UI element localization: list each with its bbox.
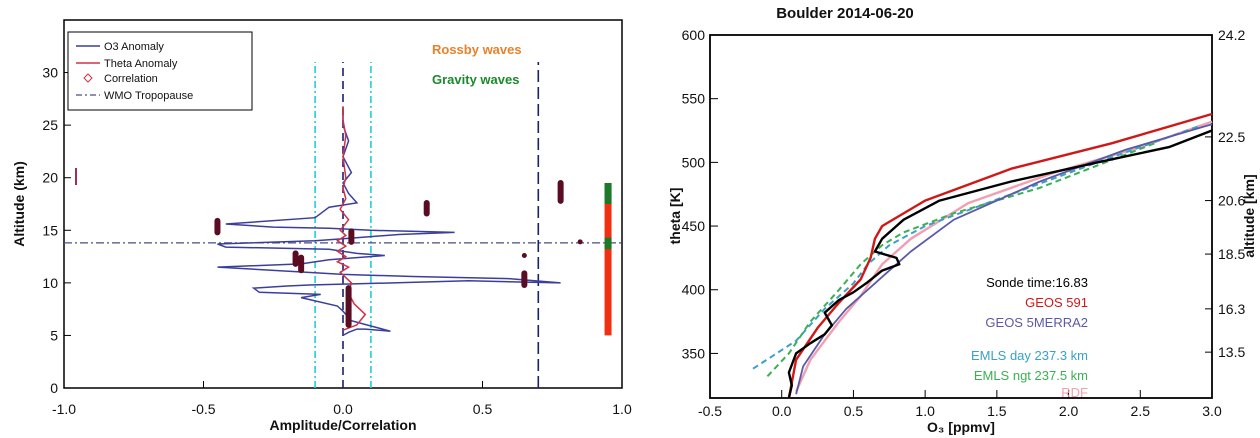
left-correlation-markers <box>214 179 583 328</box>
left-y-tick-label: 5 <box>50 327 58 343</box>
right-x-tick-label: 0.5 <box>844 403 864 419</box>
legend-emls-ngt: EMLS ngt 237.5 km <box>974 368 1088 383</box>
legend-wmo-tropopause: WMO Tropopause <box>104 90 193 102</box>
left-x-tick-label: -0.5 <box>191 401 215 417</box>
right-chart: Boulder 2014-06-20 -0.5 0.0 0.5 1.0 1.5 2.0 2.… <box>667 5 1257 435</box>
legend-theta-anomaly: Theta Anomaly <box>104 58 178 70</box>
right-y2-axis-label: altitude [km] <box>1241 174 1257 257</box>
right-x-tick-label: 2.0 <box>1059 403 1079 419</box>
right-y2-tick-label: 16.3 <box>1218 301 1245 317</box>
right-axis-ticks: -0.5 0.0 0.5 1.0 1.5 2.0 2.5 3.0 350 400 450 500 550… <box>682 27 1246 419</box>
right-y2-tick-label: 24.2 <box>1218 27 1245 43</box>
emls-day-line <box>752 125 1199 370</box>
left-axis-ticks: -1.0 -0.5 0.0 0.5 1.0 0 5 10 15 20 25 30 <box>42 65 632 417</box>
right-x-tick-label: 3.0 <box>1202 403 1222 419</box>
right-series-group <box>752 112 1213 399</box>
right-y-tick-label: 600 <box>682 27 706 43</box>
left-y-tick-label: 20 <box>42 170 58 186</box>
right-legend: Sonde time:16.83 GEOS 591 GEOS 5MERRA2 E… <box>971 275 1088 400</box>
left-x-axis-label: Amplitude/Correlation <box>269 417 416 433</box>
right-y2-tick-label: 22.5 <box>1218 129 1245 145</box>
left-series-group <box>217 106 561 337</box>
sonde-line <box>787 129 1213 399</box>
legend-o3-anomaly: O3 Anomaly <box>104 41 164 53</box>
geos-591-line <box>787 112 1213 399</box>
left-legend: O3 Anomaly Theta Anomaly Correlation WMO… <box>67 31 253 111</box>
right-y-tick-label: 400 <box>682 282 706 298</box>
right-y-tick-label: 500 <box>682 154 706 170</box>
legend-box <box>67 31 253 111</box>
legend-geos-591: GEOS 591 <box>1025 295 1088 310</box>
right-x-tick-label: -0.5 <box>698 403 722 419</box>
right-y-tick-label: 350 <box>682 345 706 361</box>
right-y-axis-label: theta [K] <box>667 188 683 245</box>
right-x-tick-label: 1.0 <box>915 403 935 419</box>
correlation-point <box>577 239 583 245</box>
right-x-tick-label: 0.0 <box>772 403 792 419</box>
left-y-tick-label: 30 <box>42 65 58 81</box>
legend-rdf: RDF <box>1061 385 1088 400</box>
o3-anomaly-line <box>217 109 561 337</box>
right-x-tick-label: 1.5 <box>987 403 1007 419</box>
annotation-rossby-waves: Rossby waves <box>432 42 522 57</box>
right-plot-frame <box>709 34 1213 399</box>
right-y2-tick-label: 20.6 <box>1218 193 1245 209</box>
left-chart: -1.0 -0.5 0.0 0.5 1.0 0 5 10 15 20 25 30 O3 Anomaly… <box>11 19 632 433</box>
legend-correlation: Correlation <box>104 73 158 85</box>
left-y-tick-label: 10 <box>42 275 58 291</box>
legend-geos-5merra2: GEOS 5MERRA2 <box>985 315 1088 330</box>
correlation-point <box>521 253 527 259</box>
left-y-axis-label: Altitude (km) <box>11 161 27 247</box>
annotation-gravity-waves: Gravity waves <box>432 72 519 87</box>
right-y-tick-label: 550 <box>682 91 706 107</box>
legend-swatch-corr <box>83 73 93 83</box>
right-y-tick-label: 450 <box>682 218 706 234</box>
left-guide-lines <box>64 62 622 388</box>
legend-emls-day: EMLS day 237.3 km <box>971 348 1088 363</box>
right-x-axis-label: O₃ [ppmv] <box>927 419 995 435</box>
right-y2-tick-label: 13.5 <box>1218 344 1245 360</box>
geos-5merra2-line <box>795 123 1213 395</box>
right-chart-title: Boulder 2014-06-20 <box>776 5 914 22</box>
left-x-tick-label: 1.0 <box>612 401 632 417</box>
right-y2-tick-label: 18.5 <box>1218 246 1245 262</box>
left-y-tick-label: 0 <box>50 380 58 396</box>
left-y-tick-label: 15 <box>42 222 58 238</box>
legend-sonde-time: Sonde time:16.83 <box>986 275 1088 290</box>
right-x-tick-label: 2.5 <box>1131 403 1151 419</box>
left-x-tick-label: 0.5 <box>473 401 493 417</box>
left-x-tick-label: -1.0 <box>52 401 76 417</box>
left-y-tick-label: 25 <box>42 117 58 133</box>
rdf-line <box>795 120 1213 393</box>
left-x-tick-label: 0.0 <box>333 401 353 417</box>
